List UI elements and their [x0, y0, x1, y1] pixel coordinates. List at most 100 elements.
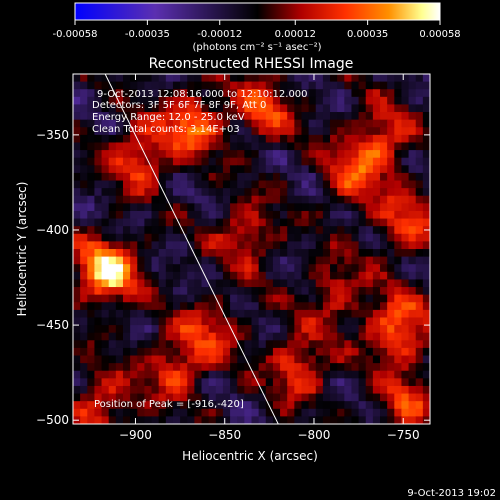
- heatmap-cell: [308, 165, 317, 174]
- heatmap-cell: [287, 134, 295, 143]
- heatmap-cell: [101, 355, 110, 364]
- heatmap-cell: [94, 157, 103, 166]
- heatmap-cell: [115, 279, 124, 288]
- heatmap-cell: [87, 287, 95, 296]
- heatmap-cell: [187, 363, 195, 372]
- heatmap-cell: [394, 142, 402, 151]
- heatmap-cell: [194, 249, 203, 258]
- heatmap-cell: [237, 385, 245, 395]
- heatmap-cell: [308, 188, 317, 197]
- heatmap-cell: [287, 378, 295, 387]
- heatmap-cell: [258, 294, 267, 303]
- heatmap-cell: [230, 294, 238, 303]
- heatmap-cell: [87, 264, 95, 273]
- heatmap-cell: [265, 150, 274, 159]
- heatmap-cell: [215, 150, 224, 159]
- heatmap-cell: [358, 233, 367, 242]
- heatmap-cell: [330, 180, 338, 189]
- heatmap-cell: [294, 210, 302, 220]
- heatmap-cell: [415, 271, 424, 280]
- heatmap-cell: [330, 363, 338, 372]
- heatmap-cell: [337, 157, 345, 166]
- heatmap-cell: [372, 210, 381, 220]
- heatmap-cell: [244, 309, 252, 318]
- heatmap-cell: [387, 188, 395, 197]
- heatmap-cell: [130, 195, 138, 204]
- heatmap-cell: [372, 195, 381, 204]
- heatmap-cell: [194, 226, 203, 235]
- heatmap-cell: [108, 112, 117, 121]
- heatmap-cell: [172, 150, 181, 159]
- heatmap-cell: [344, 74, 352, 83]
- heatmap-cell: [301, 165, 310, 174]
- heatmap-cell: [108, 134, 117, 143]
- heatmap-cell: [265, 127, 274, 136]
- heatmap-cell: [101, 408, 110, 417]
- heatmap-cell: [165, 332, 174, 341]
- heatmap-cell: [115, 127, 124, 136]
- heatmap-cell: [180, 325, 188, 334]
- heatmap-cell: [308, 134, 317, 143]
- heatmap-cell: [130, 142, 138, 151]
- heatmap-cell: [408, 150, 417, 159]
- heatmap-cell: [73, 370, 81, 379]
- heatmap-cell: [258, 355, 267, 364]
- heatmap-cell: [172, 271, 181, 280]
- heatmap-cell: [265, 256, 274, 265]
- heatmap-cell: [172, 134, 181, 143]
- heatmap-cell: [408, 249, 417, 258]
- heatmap-cell: [237, 89, 245, 98]
- heatmap-cell: [230, 104, 238, 113]
- heatmap-cell: [365, 203, 374, 212]
- heatmap-cell: [358, 180, 367, 189]
- heatmap-cell: [287, 287, 295, 296]
- heatmap-cell: [272, 309, 281, 318]
- heatmap-cell: [165, 96, 174, 105]
- heatmap-cell: [101, 332, 110, 341]
- heatmap-cell: [172, 218, 181, 227]
- heatmap-cell: [372, 355, 381, 364]
- heatmap-cell: [365, 195, 374, 204]
- heatmap-cell: [130, 210, 138, 220]
- heatmap-cell: [237, 165, 245, 174]
- heatmap-cell: [180, 104, 188, 113]
- heatmap-cell: [337, 96, 345, 105]
- heatmap-cell: [251, 264, 260, 273]
- heatmap-cell: [165, 119, 174, 128]
- heatmap-cell: [294, 172, 302, 182]
- heatmap-cell: [272, 172, 281, 182]
- heatmap-cell: [108, 188, 117, 197]
- heatmap-cell: [237, 157, 245, 166]
- heatmap-cell: [87, 378, 95, 387]
- heatmap-cell: [180, 134, 188, 143]
- heatmap-cell: [151, 363, 160, 372]
- heatmap-cell: [408, 287, 417, 296]
- heatmap-cell: [73, 81, 81, 90]
- heatmap-cell: [322, 249, 331, 258]
- heatmap-cell: [122, 172, 131, 182]
- heatmap-cell: [208, 233, 217, 242]
- heatmap-cell: [294, 142, 302, 151]
- heatmap-cell: [158, 119, 167, 128]
- heatmap-cell: [322, 157, 331, 166]
- heatmap-cell: [294, 127, 302, 136]
- heatmap-cell: [230, 393, 238, 402]
- heatmap-cell: [115, 241, 124, 250]
- heatmap-cell: [351, 218, 360, 227]
- heatmap-cell: [215, 142, 224, 151]
- heatmap-cell: [201, 241, 210, 250]
- heatmap-cell: [301, 385, 310, 395]
- heatmap-cell: [322, 363, 331, 372]
- heatmap-cell: [387, 340, 395, 349]
- heatmap-cell: [294, 309, 302, 318]
- heatmap-cell: [151, 401, 160, 410]
- heatmap-cell: [422, 89, 430, 98]
- heatmap-cell: [151, 294, 160, 303]
- heatmap-cell: [294, 134, 302, 143]
- heatmap-cell: [372, 188, 381, 197]
- heatmap-cell: [265, 287, 274, 296]
- heatmap-cell: [87, 241, 95, 250]
- heatmap-cell: [287, 302, 295, 311]
- heatmap-cell: [73, 89, 81, 98]
- heatmap-cell: [187, 241, 195, 250]
